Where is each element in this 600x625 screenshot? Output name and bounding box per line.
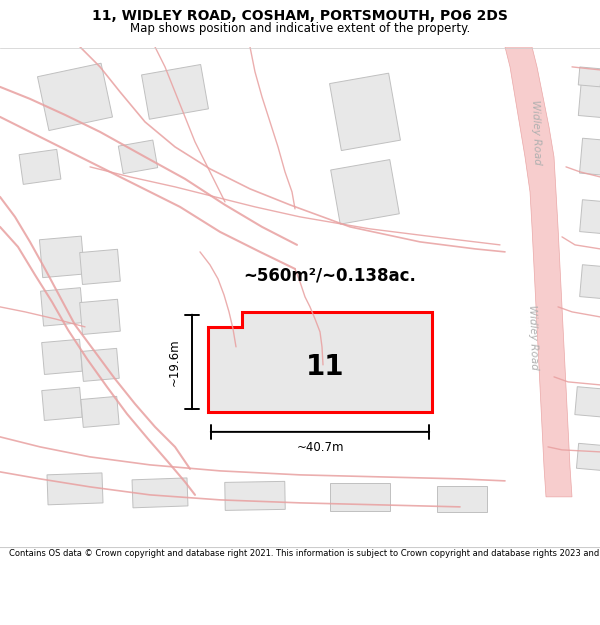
Text: ~19.6m: ~19.6m	[167, 338, 181, 386]
Polygon shape	[41, 288, 83, 326]
Polygon shape	[580, 200, 600, 234]
Polygon shape	[578, 76, 600, 118]
Polygon shape	[132, 478, 188, 508]
Polygon shape	[580, 265, 600, 299]
Text: Map shows position and indicative extent of the property.: Map shows position and indicative extent…	[130, 22, 470, 35]
Text: Widley Road: Widley Road	[527, 304, 539, 369]
Polygon shape	[81, 348, 119, 381]
Polygon shape	[331, 159, 400, 224]
Text: ~40.7m: ~40.7m	[296, 441, 344, 454]
Polygon shape	[42, 388, 82, 421]
Polygon shape	[225, 481, 285, 511]
Polygon shape	[80, 299, 121, 334]
Polygon shape	[329, 73, 400, 151]
Polygon shape	[37, 63, 113, 131]
Polygon shape	[580, 138, 600, 176]
Polygon shape	[142, 64, 208, 119]
Polygon shape	[47, 473, 103, 505]
Polygon shape	[575, 387, 600, 417]
Polygon shape	[208, 312, 432, 412]
Polygon shape	[577, 443, 600, 471]
Text: 11, WIDLEY ROAD, COSHAM, PORTSMOUTH, PO6 2DS: 11, WIDLEY ROAD, COSHAM, PORTSMOUTH, PO6…	[92, 9, 508, 23]
Polygon shape	[330, 483, 390, 511]
Text: Widley Road: Widley Road	[530, 99, 542, 164]
Polygon shape	[578, 67, 600, 87]
Polygon shape	[19, 149, 61, 184]
Polygon shape	[81, 396, 119, 428]
Polygon shape	[80, 249, 121, 284]
Text: 11: 11	[306, 353, 344, 381]
Polygon shape	[118, 140, 158, 174]
Text: Contains OS data © Crown copyright and database right 2021. This information is : Contains OS data © Crown copyright and d…	[9, 549, 600, 558]
Polygon shape	[40, 236, 85, 278]
Text: ~560m²/~0.138ac.: ~560m²/~0.138ac.	[244, 267, 416, 285]
Polygon shape	[437, 486, 487, 512]
Polygon shape	[41, 339, 82, 374]
Polygon shape	[505, 47, 572, 497]
